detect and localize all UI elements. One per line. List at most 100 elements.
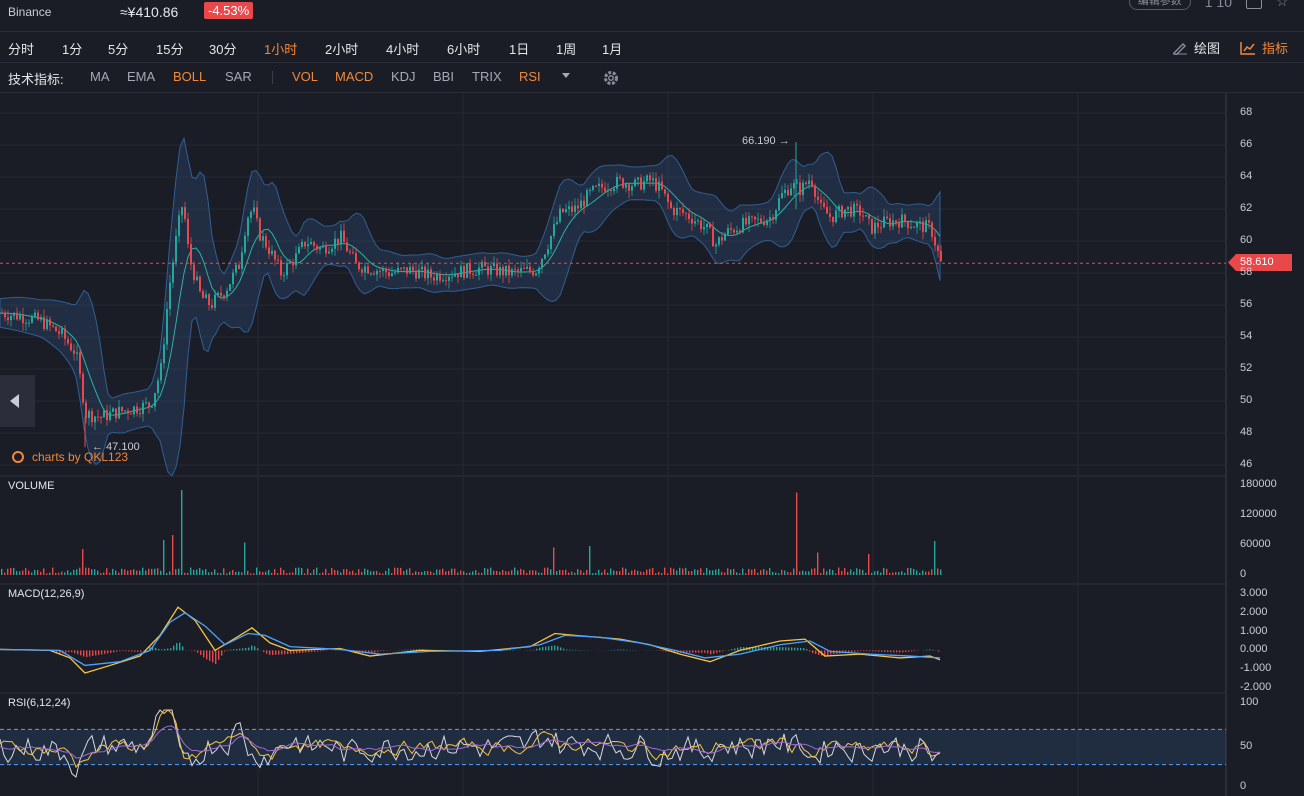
macd-histogram-bar <box>419 649 421 651</box>
ind-rsi[interactable]: RSI <box>519 69 541 84</box>
candle-body <box>304 241 306 247</box>
candle-body <box>778 198 780 211</box>
macd-histogram-bar <box>176 643 178 651</box>
chevron-left-icon[interactable] <box>0 375 35 427</box>
volume-bar <box>133 569 135 575</box>
candle-body <box>931 222 933 237</box>
ind-macd[interactable]: MACD <box>335 69 374 84</box>
macd-histogram-bar <box>422 649 424 651</box>
tf-1w[interactable]: 1周 <box>556 42 577 57</box>
candle-body <box>88 411 90 418</box>
candle-body <box>799 182 801 196</box>
macd-histogram-bar <box>707 650 709 654</box>
ind-kdj[interactable]: KDJ <box>391 69 416 84</box>
gear-icon[interactable] <box>602 69 620 87</box>
tf-1m[interactable]: 1分 <box>62 42 83 57</box>
volume-bar <box>91 569 93 575</box>
candle-body <box>229 284 231 291</box>
macd-histogram-bar <box>323 650 325 651</box>
caret-down-icon[interactable] <box>562 73 570 78</box>
candle-body <box>91 411 93 423</box>
macd-histogram-bar <box>812 650 814 654</box>
volume-bar <box>766 570 768 575</box>
ind-ema[interactable]: EMA <box>127 69 156 84</box>
candle-body <box>847 206 849 210</box>
price-tick-label: 62 <box>1240 202 1253 214</box>
candle-body <box>151 406 153 408</box>
volume-bar <box>688 571 690 575</box>
macd-histogram-bar <box>686 650 688 653</box>
volume-bar <box>502 570 504 575</box>
chart-area[interactable] <box>0 93 1304 796</box>
tf-4h[interactable]: 4小时 <box>386 42 420 57</box>
candle-body <box>139 413 141 415</box>
layout-icon[interactable] <box>1246 0 1262 9</box>
macd-histogram-bar <box>719 650 721 653</box>
macd-histogram-bar <box>563 648 565 651</box>
candle-body <box>103 410 105 418</box>
tf-1d[interactable]: 1日 <box>509 42 530 57</box>
volume-bar <box>73 569 75 575</box>
volume-bar <box>712 570 714 575</box>
tf-5m[interactable]: 5分 <box>108 42 129 57</box>
candle-body <box>19 315 21 320</box>
ind-boll[interactable]: BOLL <box>173 69 207 84</box>
candle-body <box>100 416 102 418</box>
ind-ma[interactable]: MA <box>90 69 110 84</box>
tf-2h[interactable]: 2小时 <box>325 42 359 57</box>
candle-body <box>685 213 687 215</box>
tf-1h[interactable]: 1小时 <box>264 42 298 57</box>
candle-body <box>319 247 321 250</box>
volume-bar <box>151 568 153 575</box>
candle-body <box>565 209 567 213</box>
ind-trix[interactable]: TRIX <box>472 69 502 84</box>
volume-bar <box>313 569 315 575</box>
price-tick-label: 64 <box>1240 170 1253 182</box>
macd-histogram-bar <box>782 647 784 651</box>
indicator-divider <box>272 71 273 84</box>
draw-button[interactable]: 绘图 <box>1172 38 1220 57</box>
candle-body <box>451 276 453 278</box>
macd-histogram-bar <box>362 650 364 653</box>
tf-tick[interactable]: 分时 <box>8 42 35 57</box>
candle-body <box>43 317 45 329</box>
tf-1mo[interactable]: 1月 <box>602 42 623 57</box>
macd-tick-label: 1.000 <box>1240 624 1268 637</box>
top-right-text: 1 10 <box>1204 0 1232 10</box>
candle-body <box>277 259 279 261</box>
candle-body <box>112 408 114 412</box>
macd-histogram-bar <box>179 642 181 651</box>
volume-bar <box>769 568 771 575</box>
volume-bar <box>544 567 546 575</box>
candle-body <box>355 253 357 263</box>
volume-bar <box>31 572 33 575</box>
tf-15m[interactable]: 15分 <box>156 42 184 57</box>
candle-body <box>253 207 255 212</box>
volume-bar <box>736 572 738 575</box>
volume-bar <box>490 567 492 575</box>
candle-body <box>835 210 837 223</box>
tf-6h[interactable]: 6小时 <box>447 42 481 57</box>
volume-tick-label: 60000 <box>1240 538 1271 550</box>
star-icon[interactable]: ☆ <box>1276 0 1289 9</box>
volume-bar <box>211 571 213 575</box>
tf-30m[interactable]: 30分 <box>209 42 237 57</box>
macd-histogram-bar <box>266 650 268 654</box>
edit-params-button[interactable]: 编辑参数 <box>1128 0 1191 10</box>
macd-dea-line <box>0 612 941 667</box>
volume-bar <box>559 569 561 575</box>
ind-sar[interactable]: SAR <box>225 69 252 84</box>
macd-histogram-bar <box>305 650 307 653</box>
rsi-tick-label: 0 <box>1240 780 1247 792</box>
indicator-button[interactable]: 指标 <box>1240 38 1288 57</box>
macd-histogram-bar <box>827 650 829 656</box>
ind-vol[interactable]: VOL <box>292 69 319 84</box>
candle-body <box>694 221 696 224</box>
candle-body <box>40 317 42 320</box>
volume-bar <box>919 572 921 575</box>
volume-bar <box>907 567 909 575</box>
macd-histogram-bar <box>908 650 910 652</box>
volume-bar <box>13 567 15 575</box>
volume-bar <box>745 573 747 575</box>
ind-bbi[interactable]: BBI <box>433 69 454 84</box>
